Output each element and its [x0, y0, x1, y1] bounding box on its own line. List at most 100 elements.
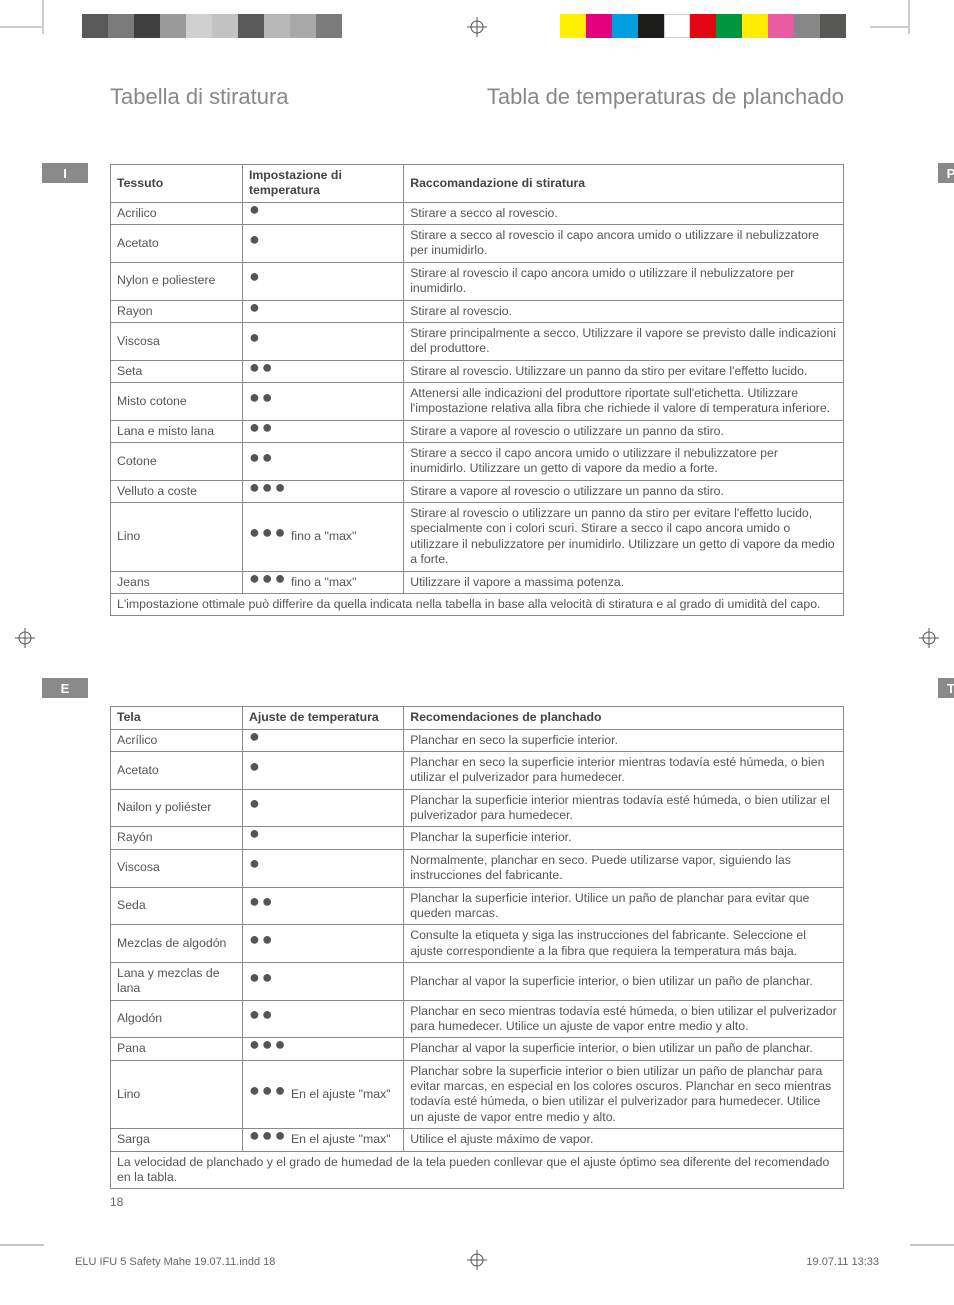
table-row: Algodón●●Planchar en seco mientras todav… [111, 1000, 844, 1038]
edge-tab-bottom: T [938, 678, 954, 698]
footer-timestamp: 19.07.11 13:33 [806, 1256, 879, 1268]
cell-temp: ●●● [242, 1038, 403, 1060]
cell-temp: ●●● En el ajuste "max" [242, 1060, 403, 1128]
th-temp-es: Ajuste de temperatura [242, 707, 403, 729]
table-row: Velluto a coste●●●Stirare a vapore al ro… [111, 480, 844, 502]
cell-fabric: Seta [111, 360, 243, 382]
ironing-table-italian: Tessuto Impostazione di temperatura Racc… [110, 164, 844, 616]
colorbar-left [82, 14, 342, 38]
cell-recommendation: Planchar en seco mientras todavía esté h… [404, 1000, 844, 1038]
cell-temp: ●● [242, 420, 403, 442]
cell-fabric: Velluto a coste [111, 480, 243, 502]
language-tab-spanish: E [42, 678, 88, 698]
cell-fabric: Misto cotone [111, 382, 243, 420]
cell-temp: ● [242, 225, 403, 263]
crop-line-bottom-right [910, 1244, 954, 1246]
cell-temp: ●●● fino a "max" [242, 571, 403, 593]
cell-temp: ● [242, 849, 403, 887]
cell-recommendation: Stirare a secco al rovescio il capo anco… [404, 225, 844, 263]
cell-recommendation: Planchar al vapor la superficie interior… [404, 1038, 844, 1060]
colorbar-right [560, 14, 846, 38]
table-row: Misto cotone●●Attenersi alle indicazioni… [111, 382, 844, 420]
cell-recommendation: Stirare al rovescio o utilizzare un pann… [404, 503, 844, 571]
cell-fabric: Rayon [111, 300, 243, 322]
cell-temp: ●●● [242, 480, 403, 502]
cell-fabric: Lino [111, 503, 243, 571]
cell-temp: ● [242, 789, 403, 827]
table-footer-it: L'impostazione ottimale può differire da… [111, 593, 844, 615]
cell-fabric: Lino [111, 1060, 243, 1128]
registration-mark-left [15, 628, 35, 653]
table-row: Viscosa●Normalmente, planchar en seco. P… [111, 849, 844, 887]
cell-temp: ● [242, 262, 403, 300]
cell-recommendation: Planchar la superficie interior mientras… [404, 789, 844, 827]
cell-temp: ●●● fino a "max" [242, 503, 403, 571]
cell-fabric: Sarga [111, 1129, 243, 1151]
table-row: Seta●●Stirare al rovescio. Utilizzare un… [111, 360, 844, 382]
table-row: Acrilico●Stirare a secco al rovescio. [111, 202, 844, 224]
table-row: Cotone●●Stirare a secco il capo ancora u… [111, 443, 844, 481]
language-tab-italian: I [42, 163, 88, 183]
cell-recommendation: Utilice el ajuste máximo de vapor. [404, 1129, 844, 1151]
cell-fabric: Cotone [111, 443, 243, 481]
cell-recommendation: Planchar la superficie interior. Utilice… [404, 887, 844, 925]
cell-fabric: Acetato [111, 751, 243, 789]
crop-line-bottom-left [0, 1244, 44, 1246]
cell-fabric: Acetato [111, 225, 243, 263]
cell-recommendation: Attenersi alle indicazioni del produttor… [404, 382, 844, 420]
cell-fabric: Pana [111, 1038, 243, 1060]
cell-temp: ●● [242, 382, 403, 420]
table-row: Sarga●●● En el ajuste "max"Utilice el aj… [111, 1129, 844, 1151]
table-row: Lana e misto lana●●Stirare a vapore al r… [111, 420, 844, 442]
cell-recommendation: Planchar la superficie interior. [404, 827, 844, 849]
cell-recommendation: Stirare al rovescio. Utilizzare un panno… [404, 360, 844, 382]
cell-temp: ●● [242, 925, 403, 963]
ironing-table-spanish: Tela Ajuste de temperatura Recomendacion… [110, 706, 844, 1189]
cell-temp: ●● [242, 443, 403, 481]
cell-recommendation: Planchar sobre la superficie interior o … [404, 1060, 844, 1128]
cell-recommendation: Stirare al rovescio. [404, 300, 844, 322]
cell-recommendation: Planchar al vapor la superficie interior… [404, 962, 844, 1000]
crop-marks-top [0, 0, 954, 40]
table-row: Lino●●● En el ajuste "max"Planchar sobre… [111, 1060, 844, 1128]
table-row: Pana●●●Planchar al vapor la superficie i… [111, 1038, 844, 1060]
cell-fabric: Viscosa [111, 322, 243, 360]
page-number: 18 [110, 1195, 123, 1209]
cell-recommendation: Stirare a secco il capo ancora umido o u… [404, 443, 844, 481]
table-row: Acetato●Stirare a secco al rovescio il c… [111, 225, 844, 263]
cell-fabric: Viscosa [111, 849, 243, 887]
cell-recommendation: Stirare al rovescio il capo ancora umido… [404, 262, 844, 300]
cell-recommendation: Consulte la etiqueta y siga las instrucc… [404, 925, 844, 963]
cell-temp: ●● [242, 962, 403, 1000]
cell-temp: ●● [242, 360, 403, 382]
th-temp-it: Impostazione di temperatura [242, 165, 403, 203]
table-row: Acetato●Planchar en seco la superficie i… [111, 751, 844, 789]
cell-temp: ● [242, 729, 403, 751]
cell-temp: ●● [242, 887, 403, 925]
cell-temp: ● [242, 827, 403, 849]
cell-recommendation: Planchar en seco la superficie interior. [404, 729, 844, 751]
cell-temp: ● [242, 202, 403, 224]
cell-fabric: Algodón [111, 1000, 243, 1038]
table-row: Nailon y poliéster●Planchar la superfici… [111, 789, 844, 827]
table-row: Acrílico●Planchar en seco la superficie … [111, 729, 844, 751]
cell-recommendation: Stirare a secco al rovescio. [404, 202, 844, 224]
cell-recommendation: Utilizzare il vapore a massima potenza. [404, 571, 844, 593]
cell-fabric: Acrilico [111, 202, 243, 224]
th-rec-it: Raccomandazione di stiratura [404, 165, 844, 203]
cell-fabric: Jeans [111, 571, 243, 593]
table-row: Lino●●● fino a "max"Stirare al rovescio … [111, 503, 844, 571]
cell-fabric: Rayón [111, 827, 243, 849]
registration-mark-top [467, 17, 487, 37]
th-fabric-it: Tessuto [111, 165, 243, 203]
th-fabric-es: Tela [111, 707, 243, 729]
edge-tab-top: P [938, 163, 954, 183]
cell-fabric: Nylon e poliestere [111, 262, 243, 300]
table-row: Jeans●●● fino a "max"Utilizzare il vapor… [111, 571, 844, 593]
page-titles: Tabella di stiratura Tabla de temperatur… [110, 84, 844, 110]
cell-fabric: Acrílico [111, 729, 243, 751]
th-rec-es: Recomendaciones de planchado [404, 707, 844, 729]
cell-temp: ●● [242, 1000, 403, 1038]
table-row: Viscosa●Stirare principalmente a secco. … [111, 322, 844, 360]
cell-fabric: Lana y mezclas de lana [111, 962, 243, 1000]
